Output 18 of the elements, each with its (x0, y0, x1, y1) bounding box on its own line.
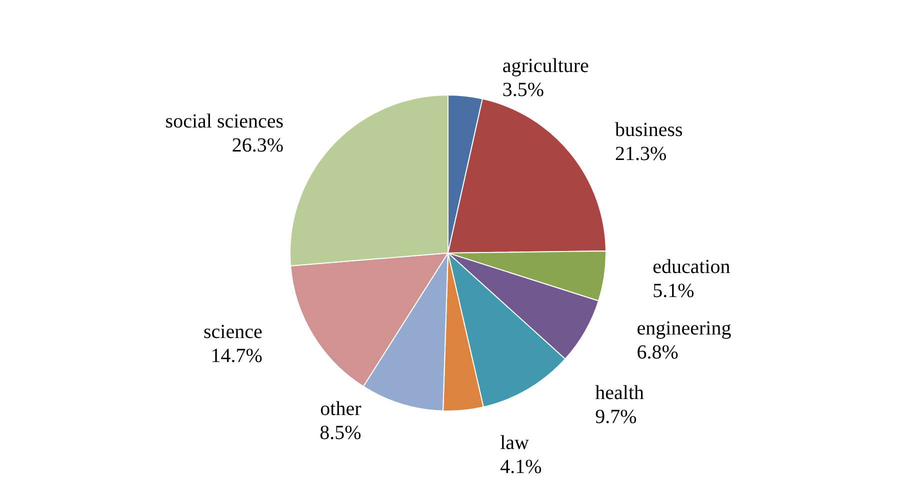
slice-label: other (320, 398, 362, 420)
slice-label: law (500, 432, 530, 454)
slice-label: agriculture (502, 55, 590, 78)
data-label: 26.3% (232, 134, 284, 157)
data-label: 6.8% (636, 342, 678, 364)
slice-label: education (652, 256, 730, 278)
data-label: 14.7% (210, 345, 262, 368)
data-label: 3.5% (502, 79, 544, 102)
data-label: 8.5% (320, 422, 362, 444)
data-label: 9.7% (595, 406, 637, 428)
data-label: 5.1% (652, 280, 694, 302)
slice-label: health (595, 382, 644, 404)
data-label: 4.1% (500, 456, 542, 478)
slice-label: science (204, 321, 262, 344)
slice-label: social sciences (165, 110, 284, 133)
slice-label: engineering (636, 318, 732, 340)
slice-label: business (614, 119, 683, 142)
data-label: 21.3% (614, 143, 667, 166)
